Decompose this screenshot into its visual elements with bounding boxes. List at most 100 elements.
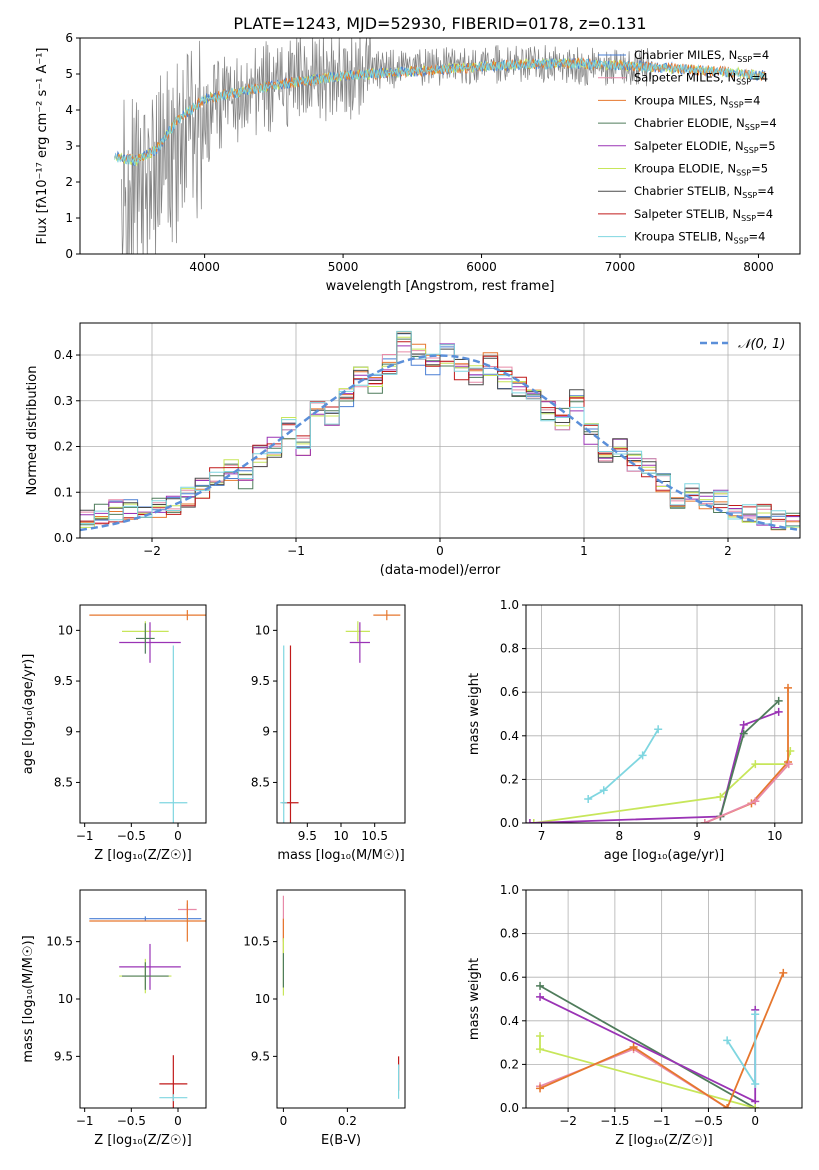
- y-tick-label: 6: [65, 31, 73, 45]
- y-tick-label: 2: [65, 175, 73, 189]
- y-tick-label: 5: [65, 67, 73, 81]
- y-axis-label: age [log₁₀(age/yr)]: [21, 654, 36, 775]
- weight-marker: [638, 751, 647, 760]
- y-tick-label: 0.8: [500, 642, 519, 656]
- weight-marker: [716, 792, 725, 801]
- y-axis-label: mass [log₁₀(M/M☉)]: [21, 935, 36, 1062]
- x-tick-label: 1: [580, 544, 588, 558]
- x-tick-label: 9: [693, 829, 701, 843]
- weight-marker: [751, 1010, 760, 1019]
- y-tick-label: 10.5: [46, 935, 73, 949]
- y-tick-label: 10.5: [243, 935, 270, 949]
- weight-marker: [654, 725, 663, 734]
- residual-histogram: [80, 332, 800, 527]
- y-tick-label: 9.5: [251, 674, 270, 688]
- age-vs-mass-panel: 9.5 10 10.5 8.5 9 9.5 10 mass [log₁₀(M/M☉)]: [251, 604, 406, 863]
- weight-marker: [751, 760, 760, 769]
- weight-marker: [526, 819, 534, 823]
- gaussian-curve: [80, 354, 800, 532]
- y-tick-label: 9.5: [251, 1049, 270, 1063]
- y-tick-label: 0.2: [500, 772, 519, 786]
- y-tick-label: 1.0: [500, 598, 519, 612]
- x-tick-label: 8000: [743, 260, 774, 274]
- x-tick-label: 0: [436, 544, 444, 558]
- model-spectrum-line: [114, 57, 766, 166]
- x-tick-label: 10: [333, 829, 348, 843]
- x-axis-label: (data-model)/error: [380, 563, 501, 578]
- age-vs-Z-panel: −1 −0.5 0 8.5 9 9.5 10 Z [log₁₀(Z/Z☉)] age [log₁…: [21, 604, 207, 863]
- legend-label: Chabrier STELIB, NSSP=4: [634, 184, 774, 200]
- weight-marker: [536, 1045, 545, 1054]
- x-tick-label: −2: [559, 1114, 577, 1128]
- y-tick-label: 0.0: [500, 816, 519, 830]
- weight-marker: [751, 1080, 760, 1089]
- x-tick-label: 7: [538, 829, 546, 843]
- y-tick-label: 1.0: [500, 883, 519, 897]
- x-tick-label: 0: [751, 1114, 759, 1128]
- y-tick-label: 0.2: [54, 440, 73, 454]
- spectrum-panel: 4000 5000 6000 7000 8000 0 1 2 3 4 5 6 wavelength [A…: [35, 31, 801, 294]
- x-tick-label: 6000: [466, 260, 497, 274]
- weight-marker: [723, 1036, 732, 1045]
- x-tick-label: 2: [724, 544, 732, 558]
- weight-marker: [751, 1104, 760, 1108]
- weight-marker: [751, 797, 760, 806]
- weight-marker: [536, 992, 545, 1001]
- mass-weight-vs-Z-panel: −2 −1.5 −1 −0.5 0 0.0 0.2 0.4 0.6 0.8 1.0 Z [log₁₀(…: [467, 883, 803, 1148]
- weight-marker: [779, 968, 788, 977]
- x-tick-label: 5000: [328, 260, 359, 274]
- y-axis-label: Normed distribution: [25, 366, 40, 496]
- y-tick-label: 9.5: [54, 1049, 73, 1063]
- residual-histogram: [80, 330, 800, 527]
- weight-marker: [700, 819, 709, 823]
- weight-marker: [774, 696, 783, 705]
- weight-marker: [784, 760, 793, 769]
- y-tick-label: 0.1: [54, 485, 73, 499]
- legend-label: Kroupa ELODIE, NSSP=5: [634, 162, 768, 178]
- x-tick-label: 0: [280, 1114, 288, 1128]
- x-tick-label: −1: [287, 544, 305, 558]
- x-tick-label: −1.5: [600, 1114, 629, 1128]
- y-tick-label: 9: [262, 725, 270, 739]
- y-tick-label: 9.5: [54, 674, 73, 688]
- weight-marker: [536, 1084, 545, 1093]
- legend-label: Salpeter MILES, NSSP=4: [634, 71, 768, 87]
- weight-marker: [529, 819, 538, 823]
- weight-marker: [536, 981, 545, 990]
- model-spectrum-line: [114, 57, 766, 165]
- y-tick-label: 0.4: [54, 348, 73, 362]
- x-tick-label: 10: [767, 829, 782, 843]
- y-tick-label: 0.4: [500, 1014, 519, 1028]
- x-axis-label: Z [log₁₀(Z/Z☉)]: [94, 1133, 191, 1148]
- weight-marker: [629, 1042, 638, 1051]
- y-tick-label: 0.6: [500, 970, 519, 984]
- legend-label: Chabrier MILES, NSSP=4: [634, 48, 769, 64]
- residuals-panel: −2 −1 0 1 2 0.0 0.1 0.2 0.3 0.4 (data-model)/error…: [25, 322, 801, 578]
- x-tick-label: −0.5: [117, 829, 146, 843]
- x-tick-label: 4000: [189, 260, 220, 274]
- y-tick-label: 4: [65, 103, 73, 117]
- y-tick-label: 0: [65, 247, 73, 261]
- weight-marker: [739, 720, 748, 729]
- legend-label: Salpeter ELODIE, NSSP=5: [634, 139, 776, 155]
- y-tick-label: 10: [58, 623, 73, 637]
- y-tick-label: 0.3: [54, 394, 73, 408]
- y-tick-label: 8.5: [54, 775, 73, 789]
- x-tick-label: 0.2: [338, 1114, 357, 1128]
- legend-label: Chabrier ELODIE, NSSP=4: [634, 116, 777, 132]
- weight-marker: [739, 729, 748, 738]
- y-axis-label: mass weight: [467, 673, 482, 755]
- y-tick-label: 0.8: [500, 927, 519, 941]
- y-tick-label: 0.2: [500, 1057, 519, 1071]
- y-axis-label: mass weight: [467, 958, 482, 1040]
- x-tick-label: 10.5: [361, 829, 388, 843]
- weight-marker: [584, 795, 593, 804]
- y-tick-label: 8.5: [251, 775, 270, 789]
- legend-label: Kroupa MILES, NSSP=4: [634, 93, 760, 109]
- y-tick-label: 0.0: [54, 531, 73, 545]
- y-tick-label: 10: [255, 992, 270, 1006]
- x-tick-label: 9.5: [298, 829, 317, 843]
- x-tick-label: 0: [174, 1114, 182, 1128]
- y-tick-label: 0.6: [500, 685, 519, 699]
